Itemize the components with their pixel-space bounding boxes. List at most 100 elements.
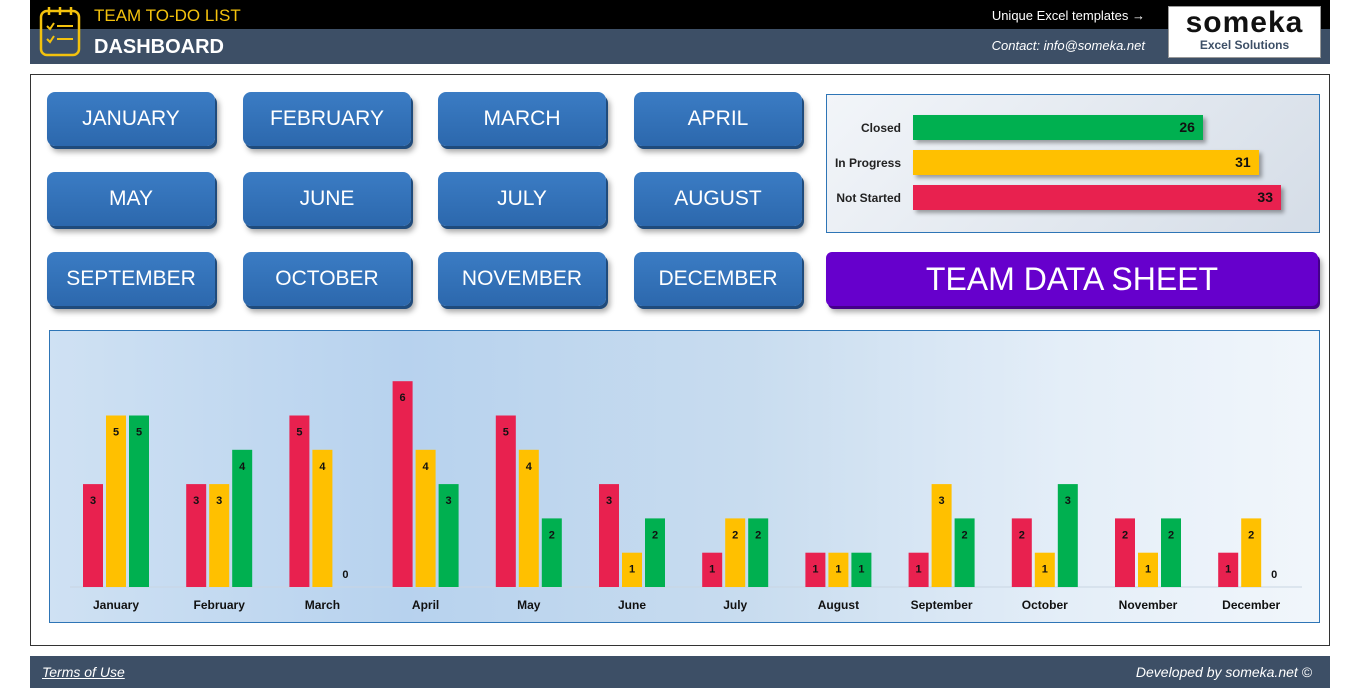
contact-info: Contact: info@someka.net (991, 38, 1145, 53)
bar-may-closed (541, 518, 562, 587)
month-button-july[interactable]: JULY (438, 172, 606, 226)
data-label-february-in-progress: 3 (216, 495, 222, 507)
month-button-december[interactable]: DECEMBER (634, 252, 802, 306)
header-bottom-bar (30, 29, 1330, 64)
bar-may-not-started (495, 415, 516, 587)
data-label-may-in-progress: 4 (526, 461, 533, 473)
bar-december-in-progress (1241, 518, 1262, 587)
bar-july-not-started (702, 552, 723, 587)
bar-september-closed (954, 518, 975, 587)
bar-april-closed (438, 484, 459, 587)
bar-november-closed (1161, 518, 1181, 587)
category-label-february: February (194, 598, 246, 612)
header-top-bar (30, 0, 1330, 29)
bar-january-not-started (83, 484, 103, 587)
bar-february-not-started (186, 484, 207, 587)
data-label-january-in-progress: 5 (113, 427, 119, 439)
status-value-closed: 26 (1179, 119, 1195, 135)
month-button-april[interactable]: APRIL (634, 92, 802, 146)
bar-july-closed (748, 518, 769, 587)
category-label-may: May (517, 598, 541, 612)
data-label-november-closed: 2 (1168, 529, 1174, 541)
bar-april-not-started (392, 381, 413, 587)
terms-of-use-link[interactable]: Terms of Use (42, 664, 125, 680)
data-label-october-not-started: 2 (1019, 529, 1025, 541)
bar-june-in-progress (622, 552, 642, 587)
category-label-june: June (618, 598, 646, 612)
month-button-january[interactable]: JANUARY (47, 92, 215, 146)
month-button-october[interactable]: OCTOBER (243, 252, 411, 306)
brand-logo[interactable]: someka Excel Solutions (1168, 6, 1321, 58)
data-label-june-closed: 2 (652, 529, 658, 541)
category-label-april: April (412, 598, 439, 612)
footer-bar: Terms of Use Developed by someka.net © (30, 656, 1330, 688)
data-label-september-not-started: 1 (916, 564, 922, 576)
bar-november-in-progress (1138, 552, 1158, 587)
data-label-july-not-started: 1 (709, 564, 715, 576)
bar-may-in-progress (518, 449, 539, 587)
month-button-february[interactable]: FEBRUARY (243, 92, 411, 146)
status-label-closed: Closed (860, 121, 901, 135)
data-label-october-in-progress: 1 (1042, 564, 1048, 576)
bar-june-not-started (599, 484, 619, 587)
month-button-november[interactable]: NOVEMBER (438, 252, 606, 306)
status-bar-not-started (913, 185, 1281, 210)
data-label-january-closed: 5 (136, 427, 142, 439)
data-label-march-in-progress: 4 (319, 461, 326, 473)
developed-by: Developed by someka.net © (1135, 664, 1312, 680)
monthly-chart-svg: 3 5 5 January 3 3 4 February 5 4 0 March 6 4 3 April 5 4 2… (70, 381, 1302, 612)
data-label-december-not-started: 1 (1225, 564, 1231, 576)
page-title: DASHBOARD (94, 36, 224, 58)
data-label-april-closed: 3 (446, 495, 452, 507)
brand-subtitle: Excel Solutions (1199, 38, 1290, 52)
app-title: TEAM TO-DO LIST (94, 6, 241, 25)
status-summary-chart: Closed 26 In Progress 31 Not Started 33 (826, 94, 1320, 233)
data-label-may-not-started: 5 (503, 427, 509, 439)
status-value-not-started: 33 (1257, 189, 1273, 205)
bar-september-in-progress (931, 484, 952, 587)
data-label-october-closed: 3 (1065, 495, 1071, 507)
data-label-december-closed: 0 (1271, 569, 1277, 581)
status-bar-in-progress (913, 150, 1259, 175)
month-button-june[interactable]: JUNE (243, 172, 411, 226)
category-label-july: July (723, 598, 747, 612)
data-label-january-not-started: 3 (90, 495, 96, 507)
bar-january-in-progress (106, 415, 126, 587)
status-bar-closed (913, 115, 1203, 140)
bar-october-closed (1057, 484, 1078, 587)
data-label-february-closed: 4 (239, 461, 246, 473)
team-data-sheet-button[interactable]: TEAM DATA SHEET (826, 252, 1318, 306)
data-label-june-in-progress: 1 (629, 564, 635, 576)
data-label-may-closed: 2 (549, 529, 555, 541)
bar-november-not-started (1115, 518, 1135, 587)
category-label-august: August (818, 598, 859, 612)
data-label-august-not-started: 1 (812, 564, 818, 576)
data-label-july-closed: 2 (755, 529, 761, 541)
bar-august-in-progress (828, 552, 849, 587)
bar-december-not-started (1218, 552, 1239, 587)
data-label-august-in-progress: 1 (835, 564, 841, 576)
data-label-september-in-progress: 3 (939, 495, 945, 507)
status-label-not-started: Not Started (836, 191, 901, 205)
data-label-december-in-progress: 2 (1248, 529, 1254, 541)
status-label-in-progress: In Progress (834, 156, 901, 170)
bar-october-in-progress (1034, 552, 1055, 587)
data-label-march-not-started: 5 (296, 427, 302, 439)
bar-september-not-started (908, 552, 929, 587)
data-label-november-not-started: 2 (1122, 529, 1128, 541)
category-label-january: January (93, 598, 139, 612)
templates-link[interactable]: Unique Excel templates → (991, 8, 1145, 23)
data-label-february-not-started: 3 (193, 495, 199, 507)
bar-march-not-started (289, 415, 310, 587)
category-label-november: November (1119, 598, 1178, 612)
data-label-april-in-progress: 4 (423, 461, 430, 473)
month-button-march[interactable]: MARCH (438, 92, 606, 146)
bar-march-in-progress (312, 449, 333, 587)
month-button-september[interactable]: SEPTEMBER (47, 252, 215, 306)
bar-february-in-progress (209, 484, 230, 587)
data-label-march-closed: 0 (342, 569, 348, 581)
data-label-april-not-started: 6 (400, 392, 406, 404)
month-button-may[interactable]: MAY (47, 172, 215, 226)
checklist-icon (39, 7, 81, 57)
month-button-august[interactable]: AUGUST (634, 172, 802, 226)
